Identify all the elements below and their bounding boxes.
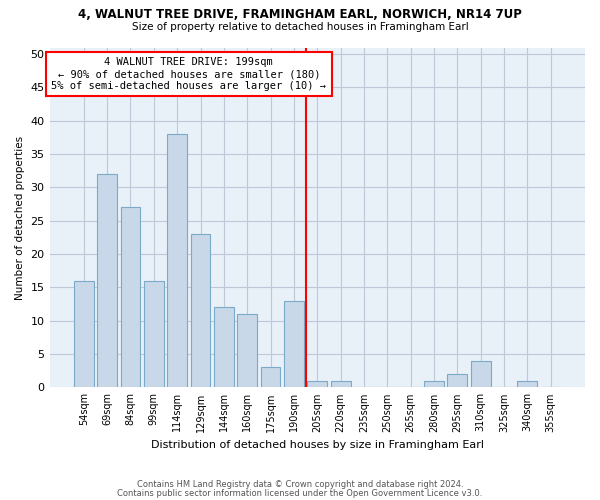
Text: 4, WALNUT TREE DRIVE, FRAMINGHAM EARL, NORWICH, NR14 7UP: 4, WALNUT TREE DRIVE, FRAMINGHAM EARL, N… <box>78 8 522 20</box>
Bar <box>448 374 467 388</box>
Text: Contains HM Land Registry data © Crown copyright and database right 2024.: Contains HM Land Registry data © Crown c… <box>137 480 463 489</box>
Bar <box>214 308 234 388</box>
Bar <box>121 208 140 388</box>
Bar <box>191 234 211 388</box>
Y-axis label: Number of detached properties: Number of detached properties <box>15 136 25 300</box>
Bar <box>167 134 187 388</box>
Text: 4 WALNUT TREE DRIVE: 199sqm
← 90% of detached houses are smaller (180)
5% of sem: 4 WALNUT TREE DRIVE: 199sqm ← 90% of det… <box>52 58 326 90</box>
Bar <box>144 281 164 388</box>
Bar <box>471 361 491 388</box>
Bar <box>74 281 94 388</box>
Bar <box>97 174 117 388</box>
Bar <box>307 381 327 388</box>
Bar <box>331 381 350 388</box>
Bar <box>424 381 444 388</box>
X-axis label: Distribution of detached houses by size in Framingham Earl: Distribution of detached houses by size … <box>151 440 484 450</box>
Bar <box>517 381 538 388</box>
Bar <box>260 368 280 388</box>
Bar <box>284 301 304 388</box>
Bar <box>238 314 257 388</box>
Text: Size of property relative to detached houses in Framingham Earl: Size of property relative to detached ho… <box>131 22 469 32</box>
Text: Contains public sector information licensed under the Open Government Licence v3: Contains public sector information licen… <box>118 489 482 498</box>
